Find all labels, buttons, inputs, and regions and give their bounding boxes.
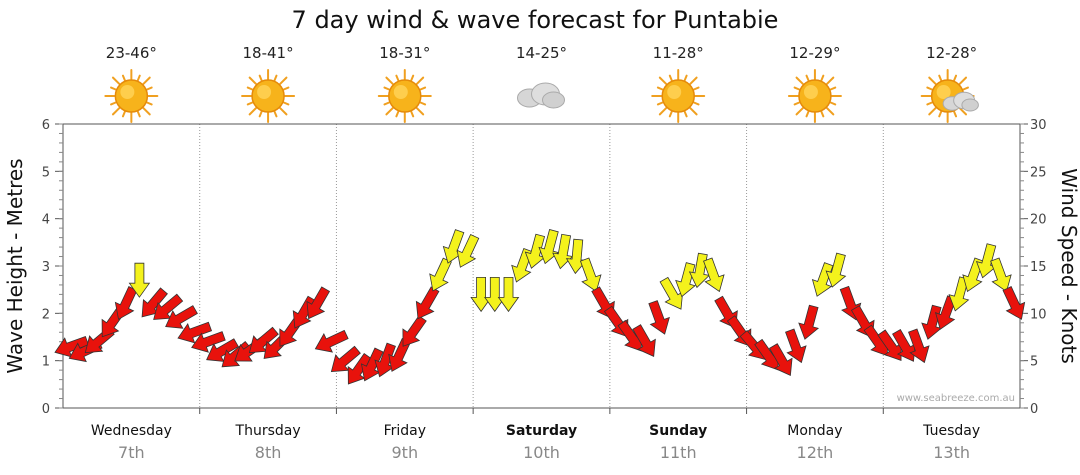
- right-tick-label: 0: [1030, 402, 1038, 417]
- sun-icon: [241, 69, 296, 123]
- right-tick-label: 10: [1030, 307, 1047, 322]
- wind-arrow: [470, 276, 492, 313]
- wind-arrow: [497, 276, 520, 313]
- day-name: Saturday: [506, 423, 577, 439]
- left-tick-label: 5: [42, 165, 50, 180]
- day-column-thursday: 18-41° Thursday 8th: [235, 44, 301, 462]
- day-name: Wednesday: [91, 423, 172, 439]
- wind-arrow: [456, 233, 480, 268]
- left-axis-label: Wave Height - Metres: [3, 158, 27, 373]
- day-date: 12th: [797, 443, 834, 462]
- chart-title: 7 day wind & wave forecast for Puntabie: [292, 6, 779, 34]
- wind-arrow: [908, 328, 930, 364]
- wind-arrow: [221, 340, 252, 368]
- wind-arrow: [191, 331, 226, 353]
- day-date: 8th: [255, 443, 282, 462]
- temp-range: 12-29°: [789, 44, 840, 62]
- left-tick-label: 3: [42, 260, 50, 275]
- wind-arrow: [632, 324, 656, 358]
- wind-arrow: [165, 305, 198, 329]
- wind-arrow: [415, 286, 440, 320]
- temp-range: 11-28°: [653, 44, 704, 62]
- wind-arrow: [990, 257, 1012, 293]
- wind-arrow: [825, 252, 847, 288]
- temp-range: 12-28°: [926, 44, 977, 62]
- day-column-tuesday: 12-28° Tuesday 13th: [920, 44, 980, 462]
- left-tick-label: 2: [42, 307, 50, 322]
- left-tick-label: 4: [42, 213, 50, 228]
- right-axis-label: Wind Speed - Knots: [1057, 168, 1080, 364]
- day-name: Monday: [787, 423, 842, 439]
- wind-arrow: [768, 343, 793, 377]
- left-tick-label: 0: [42, 402, 50, 417]
- temp-range: 23-46°: [106, 44, 157, 62]
- day-date: 10th: [523, 443, 560, 462]
- wind-arrow: [306, 286, 331, 320]
- day-date: 9th: [391, 443, 418, 462]
- wind-arrow: [648, 300, 670, 335]
- sun-icon: [651, 69, 706, 123]
- right-tick-label: 5: [1030, 355, 1038, 370]
- wind-arrow: [675, 262, 696, 298]
- wind-arrow: [402, 315, 427, 347]
- sun-icon: [377, 69, 432, 123]
- sun-icon: [104, 69, 159, 123]
- left-axis-ticks: 0 1 2 3 4 5 6: [42, 118, 63, 417]
- day-name: Tuesday: [922, 423, 980, 439]
- day-date: 11th: [660, 443, 697, 462]
- credit-text: www.seabreeze.com.au: [897, 393, 1015, 404]
- day-header-row: 23-46° Wednesday 7th 18-41° Thursday 8th 18-31…: [91, 44, 980, 462]
- temp-range: 18-31°: [379, 44, 430, 62]
- right-tick-label: 15: [1030, 260, 1047, 275]
- temp-range: 18-41°: [243, 44, 294, 62]
- wind-arrow: [1002, 286, 1026, 320]
- day-column-sunday: 11-28° Sunday 11th: [649, 44, 707, 462]
- cloud-icon: [517, 82, 565, 109]
- plot-frame: [62, 123, 1021, 409]
- temp-range: 14-25°: [516, 44, 567, 62]
- wind-arrow: [314, 329, 349, 353]
- day-name: Sunday: [649, 423, 707, 439]
- right-tick-label: 25: [1030, 165, 1047, 180]
- right-axis-ticks: 0 5 10 15 20 25 30: [1020, 118, 1047, 417]
- day-column-monday: 12-29° Monday 12th: [787, 44, 842, 462]
- left-tick-label: 6: [42, 118, 50, 133]
- day-column-wednesday: 23-46° Wednesday 7th: [91, 44, 172, 462]
- wind-arrow: [579, 257, 602, 293]
- right-tick-label: 20: [1030, 213, 1047, 228]
- left-tick-label: 1: [42, 355, 50, 370]
- day-column-saturday: 14-25° Saturday 10th: [506, 44, 577, 462]
- wind-arrow: [798, 304, 820, 340]
- sun-icon: [787, 69, 842, 123]
- chart-grid: [199, 124, 884, 414]
- wind-arrow: [128, 262, 151, 298]
- day-date: 7th: [118, 443, 145, 462]
- day-name: Thursday: [235, 423, 301, 439]
- wind-arrow: [703, 257, 725, 293]
- day-name: Friday: [384, 423, 426, 439]
- right-tick-label: 30: [1030, 118, 1047, 133]
- wind-arrow-series: [54, 229, 1026, 385]
- partly-cloudy-icon: [920, 69, 979, 123]
- wind-arrow: [785, 328, 807, 364]
- day-column-friday: 18-31° Friday 9th: [377, 44, 432, 462]
- wind-arrow: [429, 257, 452, 292]
- wind-arrow: [177, 321, 213, 344]
- wind-arrow: [484, 276, 506, 313]
- day-date: 13th: [933, 443, 970, 462]
